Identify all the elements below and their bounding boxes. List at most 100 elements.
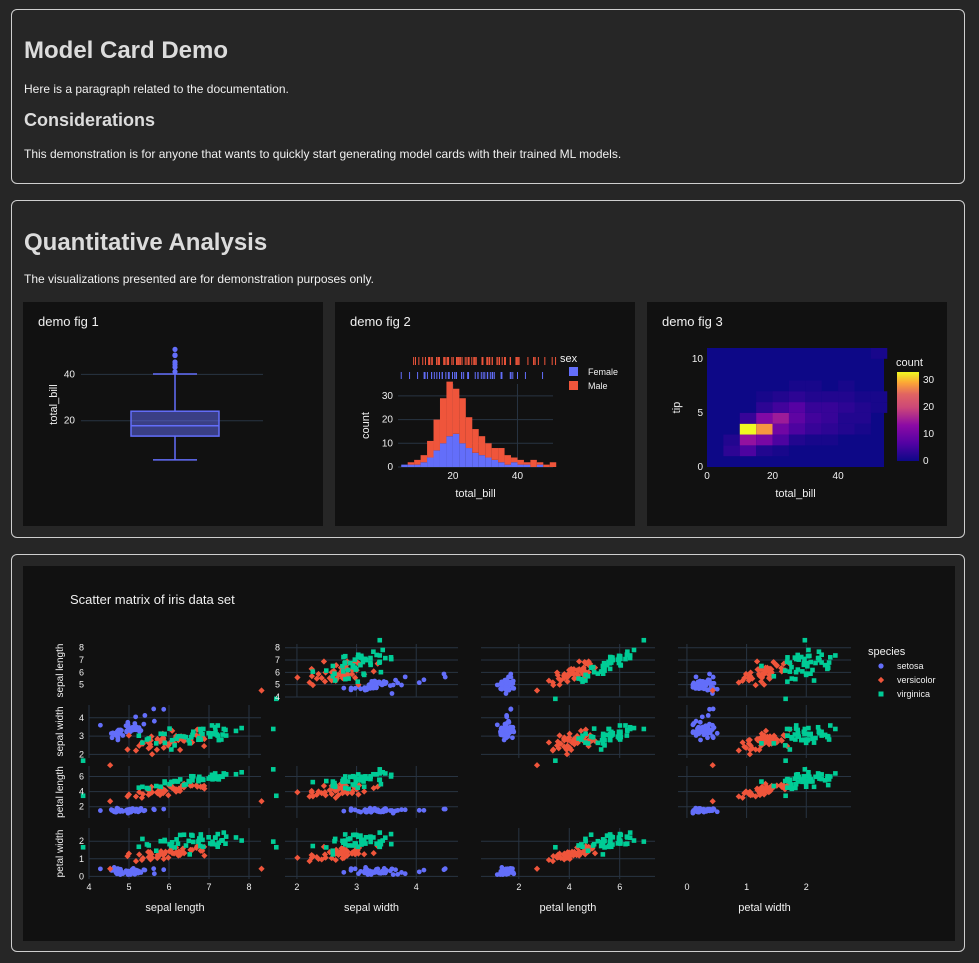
point-virginica <box>361 779 366 784</box>
point-virginica <box>607 737 613 743</box>
point-virginica <box>819 776 824 782</box>
point-versicolor <box>306 679 313 686</box>
point-virginica <box>233 835 239 840</box>
considerations-heading: Considerations <box>24 110 156 130</box>
point-virginica <box>368 834 373 839</box>
point-virginica <box>368 655 373 661</box>
point-virginica <box>359 655 364 660</box>
point-setosa <box>699 714 705 720</box>
point-setosa <box>132 721 138 726</box>
point-virginica <box>825 782 831 788</box>
point-virginica <box>783 696 788 702</box>
bar-female <box>465 448 473 467</box>
point-versicolor <box>149 751 156 758</box>
x-tick-label: 0 <box>684 882 689 892</box>
point-setosa <box>395 871 401 877</box>
point-virginica <box>813 660 818 666</box>
y-tick-label: 5 <box>79 680 84 690</box>
point-virginica <box>378 781 384 787</box>
point-setosa <box>696 809 701 815</box>
point-setosa <box>503 687 509 693</box>
scatter-matrix-section: Scatter matrix of iris data set 4 5 6 7 8 5 6 7… <box>11 554 965 952</box>
point-virginica <box>198 726 203 732</box>
point-setosa <box>710 706 716 712</box>
bar-male <box>478 436 486 456</box>
point-virginica <box>583 731 588 737</box>
point-virginica <box>782 778 788 784</box>
point-virginica <box>219 774 224 779</box>
point-virginica <box>190 732 195 738</box>
point-virginica <box>819 660 824 665</box>
point-virginica <box>383 771 388 776</box>
point-setosa <box>118 808 123 814</box>
point-virginica <box>371 649 376 655</box>
point-virginica <box>825 773 830 779</box>
point-versicolor <box>564 678 571 685</box>
x-tick-label: 2 <box>294 882 299 892</box>
point-virginica <box>354 777 359 782</box>
point-virginica <box>806 647 811 653</box>
point-virginica <box>793 676 798 682</box>
point-virginica <box>358 833 363 838</box>
point-virginica <box>604 732 610 738</box>
point-virginica <box>591 726 597 731</box>
point-virginica <box>641 839 647 844</box>
point-virginica <box>380 647 386 653</box>
point-virginica <box>595 838 601 844</box>
point-virginica <box>374 652 379 658</box>
point-virginica <box>169 840 175 845</box>
point-setosa <box>421 677 427 683</box>
point-virginica <box>793 656 799 662</box>
point-virginica <box>347 774 353 780</box>
point-setosa <box>108 731 114 736</box>
histogram-plot[interactable]: 0 10 20 30 20 40 total_bill count sex Female Male <box>335 302 635 526</box>
point-virginica <box>186 838 192 844</box>
chart-title: demo fig 3 <box>662 314 723 329</box>
x-tick-label: 20 <box>447 471 459 482</box>
point-virginica <box>191 729 196 735</box>
point-versicolor <box>746 736 753 744</box>
legend-label-virginica: virginica <box>897 689 930 699</box>
heatmap-cell <box>838 391 855 403</box>
point-virginica <box>341 654 346 660</box>
quantitative-analysis-section: Quantitative Analysis The visualizations… <box>11 200 965 538</box>
point-versicolor <box>132 747 140 754</box>
point-virginica <box>802 637 808 643</box>
point-setosa <box>504 871 509 877</box>
point-virginica <box>80 758 86 763</box>
point-virginica <box>153 741 159 746</box>
point-virginica <box>806 725 811 731</box>
heatmap-cell <box>870 348 888 359</box>
heatmap-cell <box>723 445 740 457</box>
point-versicolor <box>770 658 777 666</box>
point-virginica <box>158 784 164 790</box>
point-versicolor <box>742 788 750 795</box>
intro-paragraph: Here is a paragraph related to the docum… <box>24 82 289 96</box>
point-virginica <box>615 734 621 739</box>
scatter-matrix-plot[interactable]: 4 5 6 7 8 5 6 7 8 2 3 4 2 4 6 0 1 2 4 5 6 7 8 sepal length 2 3 4 se… <box>23 566 955 941</box>
bar-female <box>511 462 518 467</box>
point-setosa <box>703 723 709 729</box>
x-tick-label: 7 <box>206 882 211 892</box>
point-versicolor <box>752 682 759 689</box>
point-setosa <box>113 868 118 874</box>
point-setosa <box>113 732 118 738</box>
point-virginica <box>783 758 788 763</box>
heatmap-plot[interactable]: 0 20 40 0 5 10 total_bill tip count 0 10 20 30 <box>647 302 947 526</box>
box-plot[interactable]: 20 40 total_bill <box>23 302 323 526</box>
point-virginica <box>787 777 793 783</box>
point-setosa <box>714 809 720 815</box>
point-setosa <box>118 727 123 733</box>
point-virginica <box>796 734 802 739</box>
point-virginica <box>802 767 808 772</box>
y-axis-label: total_bill <box>48 384 60 424</box>
point-virginica <box>803 784 809 790</box>
point-virginica <box>816 655 822 661</box>
point-setosa <box>697 719 703 725</box>
heatmap-cell <box>772 391 789 403</box>
heatmap-cell <box>756 445 773 457</box>
legend-label-versicolor: versicolor <box>897 675 936 685</box>
point-virginica <box>371 771 376 777</box>
point-setosa <box>707 721 712 727</box>
point-virginica <box>583 836 588 842</box>
